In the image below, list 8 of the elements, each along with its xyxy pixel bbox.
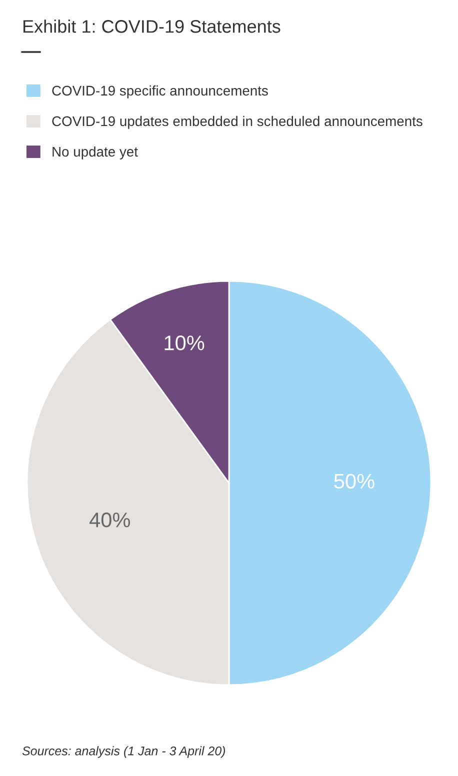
legend-label: No update yet: [52, 146, 138, 160]
chart-title: Exhibit 1: COVID-19 Statements: [23, 20, 280, 33]
data-label: 50%: [334, 474, 374, 489]
data-label: 40%: [90, 512, 130, 528]
source-note: Sources: analysis (1 Jan - 3 April 20): [22, 746, 226, 758]
legend-label: COVID-19 specific announcements: [52, 85, 268, 98]
data-label: 10%: [164, 336, 204, 350]
legend-label: COVID-19 updates embedded in scheduled announcements: [52, 116, 422, 129]
